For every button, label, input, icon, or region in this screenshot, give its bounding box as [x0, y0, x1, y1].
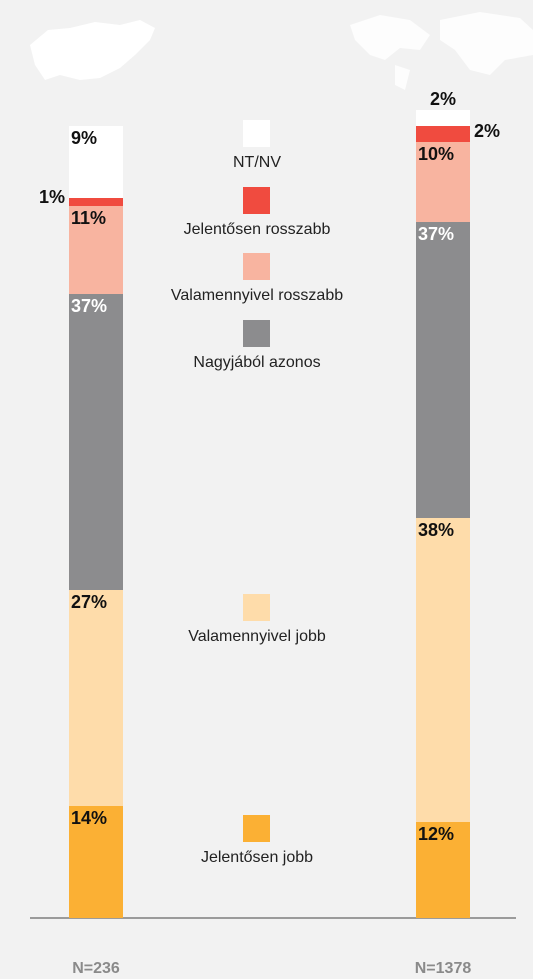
category-label: N=236: [72, 960, 120, 977]
legend-swatch: [243, 120, 270, 147]
value-label: 10%: [418, 144, 454, 164]
legend-label: Valamennyivel jobb: [188, 628, 326, 645]
hungary-map: [30, 20, 155, 80]
bar-segment: [69, 294, 123, 590]
legend-swatch: [243, 253, 270, 280]
bar-segment: [416, 518, 470, 822]
bar-segment: [416, 822, 470, 918]
value-label: 2%: [474, 121, 500, 141]
value-label: 2%: [430, 89, 456, 109]
legend-swatch: [243, 594, 270, 621]
value-label: 37%: [71, 296, 107, 316]
value-label: 1%: [39, 187, 65, 207]
value-label: 11%: [71, 208, 106, 228]
category-label: N=1378: [415, 960, 472, 977]
legend-label: Jelentősen rosszabb: [184, 221, 331, 238]
bar-segment: [416, 126, 470, 142]
value-label: 37%: [418, 224, 454, 244]
value-label: 12%: [418, 824, 454, 844]
value-label: 9%: [71, 128, 97, 148]
bar-segment: [69, 206, 123, 294]
value-label: 38%: [418, 520, 454, 540]
legend-label: Jelentősen jobb: [201, 849, 313, 866]
bar-segment: [69, 590, 123, 806]
bar-segment: [69, 806, 123, 918]
legend-label: Nagyjából azonos: [193, 354, 320, 371]
bar-segment: [69, 198, 123, 206]
world-map: [350, 12, 533, 90]
bar-segment: [416, 142, 470, 222]
bar-segment: [69, 126, 123, 198]
legend-swatch: [243, 187, 270, 214]
value-label: 14%: [71, 808, 107, 828]
bar-segment: [416, 222, 470, 518]
bar-segment: [416, 110, 470, 126]
legend-swatch: [243, 815, 270, 842]
legend-label: NT/NV: [233, 154, 281, 171]
legend-swatch: [243, 320, 270, 347]
legend-label: Valamennyivel rosszabb: [171, 287, 343, 304]
value-label: 27%: [71, 592, 107, 612]
